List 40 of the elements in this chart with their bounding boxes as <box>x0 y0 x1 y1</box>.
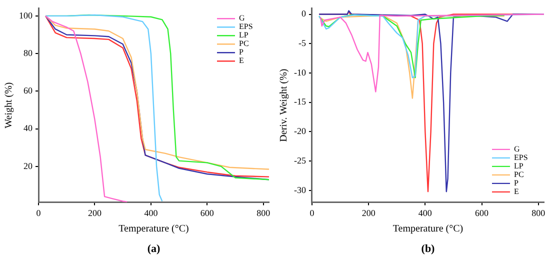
x-axis-title: Temperature (°C) <box>118 224 189 235</box>
x-axis-title: Temperature (°C) <box>392 224 464 235</box>
x-tick-label: 0 <box>310 208 315 218</box>
y-axis-title: Deriv. Weight (%) <box>278 68 290 142</box>
x-tick-label: 200 <box>88 208 102 218</box>
y-tick-label: -15 <box>294 96 306 107</box>
y-tick-label: 0 <box>301 8 306 19</box>
y-tick-label: 60 <box>24 86 33 96</box>
legend-label: P <box>239 48 244 57</box>
legend-label: PC <box>239 39 249 48</box>
legend-label: LP <box>514 162 524 171</box>
x-tick-label: 600 <box>475 208 490 218</box>
y-tick-label: -10 <box>294 67 306 78</box>
legend-label: E <box>514 187 519 196</box>
y-tick-label: 40 <box>24 123 33 134</box>
legend-label: P <box>514 178 519 188</box>
text: (a) <box>147 243 160 255</box>
x-tick-label: 800 <box>256 208 271 218</box>
legend-label: E <box>239 56 244 66</box>
x-tick-label: 0 <box>36 208 42 218</box>
legend-label: G <box>514 144 520 154</box>
x-tick-label: 400 <box>144 208 158 218</box>
legend-label: PC <box>514 170 524 180</box>
y-tick-label: -20 <box>294 126 306 136</box>
legend-label: EPS <box>239 22 253 32</box>
x-tick-label: 400 <box>418 208 432 218</box>
text: (b) <box>421 243 436 255</box>
y-tick-label: 80 <box>24 48 33 58</box>
y-tick-label: -30 <box>294 184 306 195</box>
x-tick-label: 200 <box>362 208 376 218</box>
y-axis-title: Weight (%) <box>4 82 15 128</box>
y-tick-label: -25 <box>294 155 306 166</box>
legend-label: LP <box>239 30 249 40</box>
y-tick-label: 100 <box>19 10 33 20</box>
legend-label: EPS <box>514 153 528 162</box>
x-tick-label: 800 <box>532 208 546 218</box>
legend-label: G <box>239 14 245 23</box>
y-tick-label: 20 <box>24 160 33 171</box>
x-tick-label: 600 <box>200 208 214 218</box>
y-tick-label: -5 <box>298 38 306 48</box>
